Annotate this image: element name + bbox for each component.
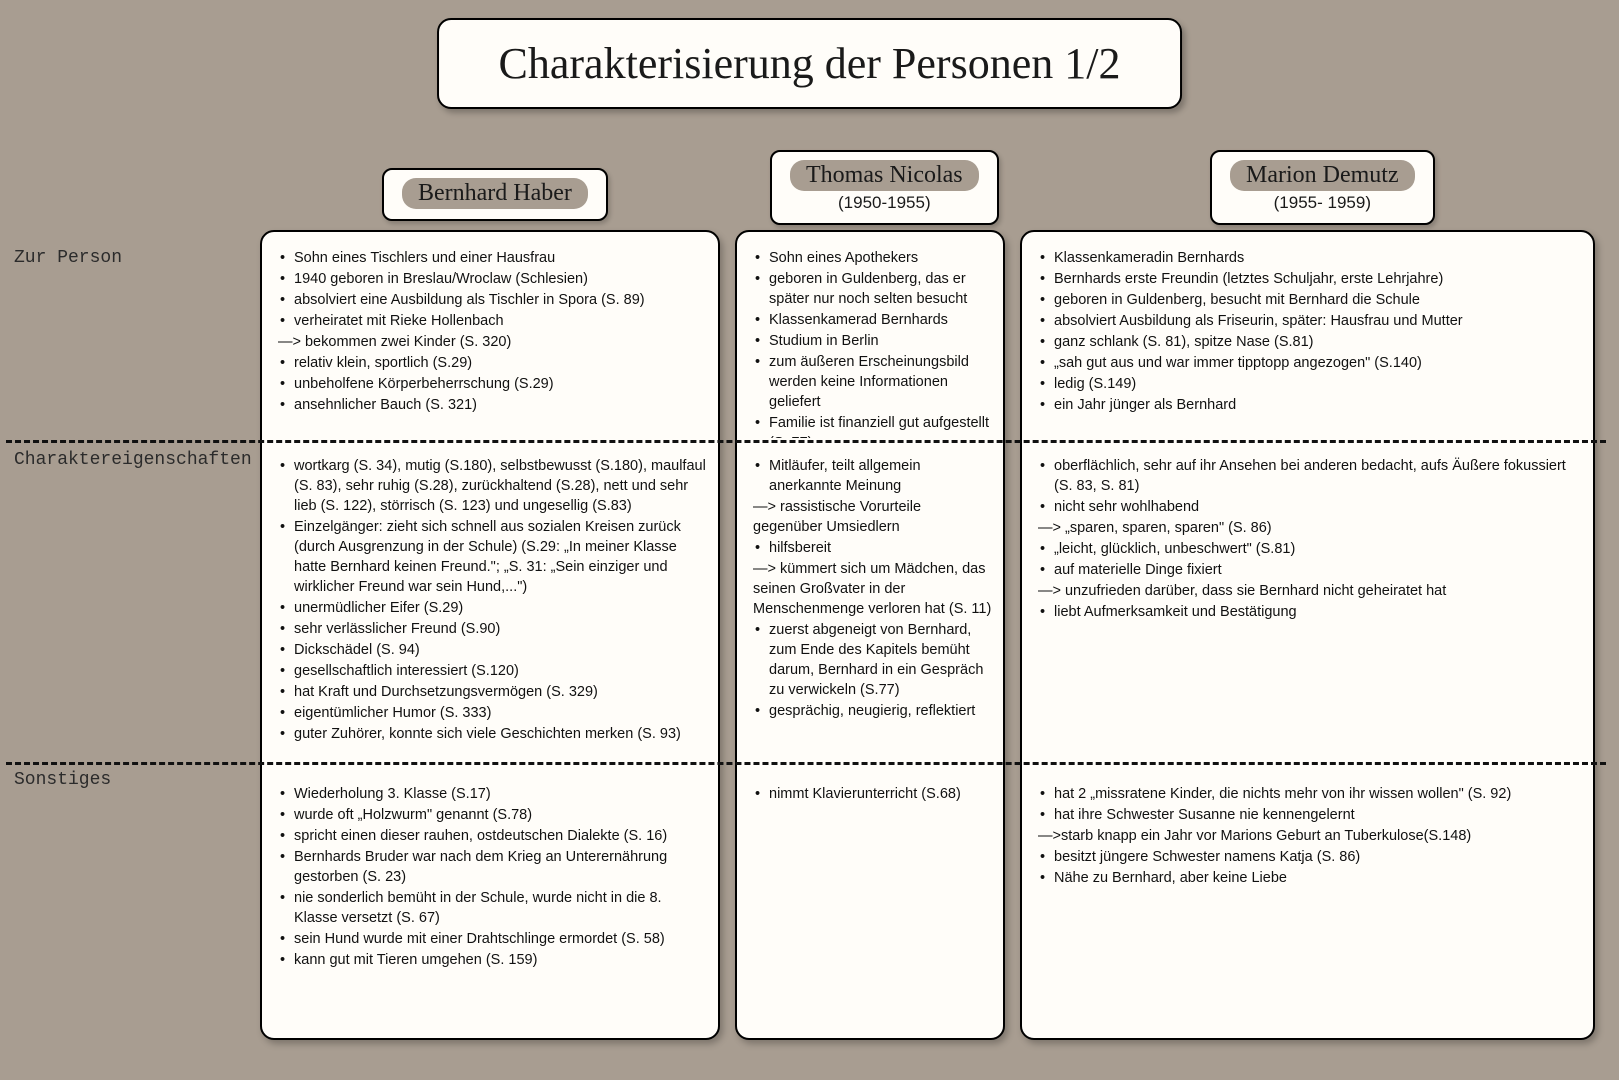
list-item: absolviert eine Ausbildung als Tischler … [278,290,708,310]
list-item: eigentümlicher Humor (S. 333) [278,703,708,723]
list-item: „sah gut aus und war immer tipptopp ange… [1038,353,1583,373]
list-item: kann gut mit Tieren umgehen (S. 159) [278,950,708,970]
section-thomas-sonstiges: nimmt Klavierunterricht (S.68) [747,784,993,804]
section-marion-sonstiges: hat 2 „missratene Kinder, die nichts meh… [1032,784,1583,888]
list-item: hat ihre Schwester Susanne nie kennengel… [1038,805,1583,825]
list-item: nimmt Klavierunterricht (S.68) [753,784,993,804]
page-title: Charakterisierung der Personen 1/2 [499,38,1121,89]
row-label-zur-person: Zur Person [14,248,122,268]
list-item: oberflächlich, sehr auf ihr Ansehen bei … [1038,456,1583,496]
list-item: wortkarg (S. 34), mutig (S.180), selbstb… [278,456,708,516]
list-item: ein Jahr jünger als Bernhard [1038,395,1583,415]
list-item: Klassenkameradin Bernhards [1038,248,1583,268]
list-item: hilfsbereit [753,538,993,558]
person-years-marion: (1955- 1959) [1230,193,1415,213]
list-item: Familie ist finanziell gut aufgestellt (… [753,413,993,438]
list-item: zum äußeren Erscheinungsbild werden kein… [753,352,993,412]
list-item: wurde oft „Holzwurm" genannt (S.78) [278,805,708,825]
list-item: guter Zuhörer, konnte sich viele Geschic… [278,724,708,744]
list-item: gesprächig, neugierig, reflektiert [753,701,993,721]
section-bernhard-zurperson: Sohn eines Tischlers und einer Hausfrau1… [272,248,708,438]
row-divider-1 [6,440,1606,443]
list-item: —> kümmert sich um Mädchen, das seinen G… [753,559,993,619]
person-tab-thomas: Thomas Nicolas (1950-1955) [770,150,999,225]
list-item: Nähe zu Bernhard, aber keine Liebe [1038,868,1583,888]
list-item: auf materielle Dinge fixiert [1038,560,1583,580]
column-marion: Klassenkameradin BernhardsBernhards erst… [1020,230,1595,1040]
person-years-thomas: (1950-1955) [790,193,979,213]
list-item: Mitläufer, teilt allgemein anerkannte Me… [753,456,993,496]
list-item: spricht einen dieser rauhen, ostdeutsche… [278,826,708,846]
list-item: unermüdlicher Eifer (S.29) [278,598,708,618]
column-bernhard: Sohn eines Tischlers und einer Hausfrau1… [260,230,720,1040]
list-item: gesellschaftlich interessiert (S.120) [278,661,708,681]
list-item: nicht sehr wohlhabend [1038,497,1583,517]
person-name-bernhard: Bernhard Haber [402,178,588,209]
list-item: ledig (S.149) [1038,374,1583,394]
column-thomas: Sohn eines Apothekersgeboren in Guldenbe… [735,230,1005,1040]
section-thomas-zurperson: Sohn eines Apothekersgeboren in Guldenbe… [747,248,993,438]
list-item: —>starb knapp ein Jahr vor Marions Gebur… [1038,826,1583,846]
list-item: relativ klein, sportlich (S.29) [278,353,708,373]
person-tab-marion: Marion Demutz (1955- 1959) [1210,150,1435,225]
list-item: nie sonderlich bemüht in der Schule, wur… [278,888,708,928]
list-item: Dickschädel (S. 94) [278,640,708,660]
section-marion-zurperson: Klassenkameradin BernhardsBernhards erst… [1032,248,1583,438]
list-item: —> unzufrieden darüber, dass sie Bernhar… [1038,581,1583,601]
section-bernhard-sonstiges: Wiederholung 3. Klasse (S.17)wurde oft „… [272,784,708,970]
row-label-sonstiges: Sonstiges [14,770,111,790]
list-item: Wiederholung 3. Klasse (S.17) [278,784,708,804]
row-divider-2 [6,762,1606,765]
list-item: —> „sparen, sparen, sparen" (S. 86) [1038,518,1583,538]
list-item: absolviert Ausbildung als Friseurin, spä… [1038,311,1583,331]
list-item: geboren in Guldenberg, das er später nur… [753,269,993,309]
list-item: —> bekommen zwei Kinder (S. 320) [278,332,708,352]
list-item: sein Hund wurde mit einer Drahtschlinge … [278,929,708,949]
list-item: Sohn eines Apothekers [753,248,993,268]
list-item: „leicht, glücklich, unbeschwert" (S.81) [1038,539,1583,559]
list-item: Einzelgänger: zieht sich schnell aus soz… [278,517,708,597]
list-item: hat Kraft und Durchsetzungsvermögen (S. … [278,682,708,702]
list-item: hat 2 „missratene Kinder, die nichts meh… [1038,784,1583,804]
list-item: unbeholfene Körperbeherrschung (S.29) [278,374,708,394]
list-item: —> rassistische Vorurteile gegenüber Ums… [753,497,993,537]
section-marion-charakter: oberflächlich, sehr auf ihr Ansehen bei … [1032,456,1583,766]
list-item: Bernhards erste Freundin (letztes Schulj… [1038,269,1583,289]
list-item: Klassenkamerad Bernhards [753,310,993,330]
person-name-marion: Marion Demutz [1230,160,1415,191]
section-thomas-charakter: Mitläufer, teilt allgemein anerkannte Me… [747,456,993,766]
list-item: 1940 geboren in Breslau/Wroclaw (Schlesi… [278,269,708,289]
list-item: ganz schlank (S. 81), spitze Nase (S.81) [1038,332,1583,352]
person-tab-bernhard: Bernhard Haber [382,168,608,221]
list-item: geboren in Guldenberg, besucht mit Bernh… [1038,290,1583,310]
list-item: besitzt jüngere Schwester namens Katja (… [1038,847,1583,867]
person-name-thomas: Thomas Nicolas [790,160,979,191]
page-title-box: Charakterisierung der Personen 1/2 [437,18,1183,109]
section-bernhard-charakter: wortkarg (S. 34), mutig (S.180), selbstb… [272,456,708,766]
list-item: ansehnlicher Bauch (S. 321) [278,395,708,415]
list-item: Bernhards Bruder war nach dem Krieg an U… [278,847,708,887]
list-item: Sohn eines Tischlers und einer Hausfrau [278,248,708,268]
list-item: liebt Aufmerksamkeit und Bestätigung [1038,602,1583,622]
list-item: verheiratet mit Rieke Hollenbach [278,311,708,331]
row-label-charakter: Charaktereigenschaften [14,450,252,470]
list-item: sehr verlässlicher Freund (S.90) [278,619,708,639]
list-item: zuerst abgeneigt von Bernhard, zum Ende … [753,620,993,700]
list-item: Studium in Berlin [753,331,993,351]
